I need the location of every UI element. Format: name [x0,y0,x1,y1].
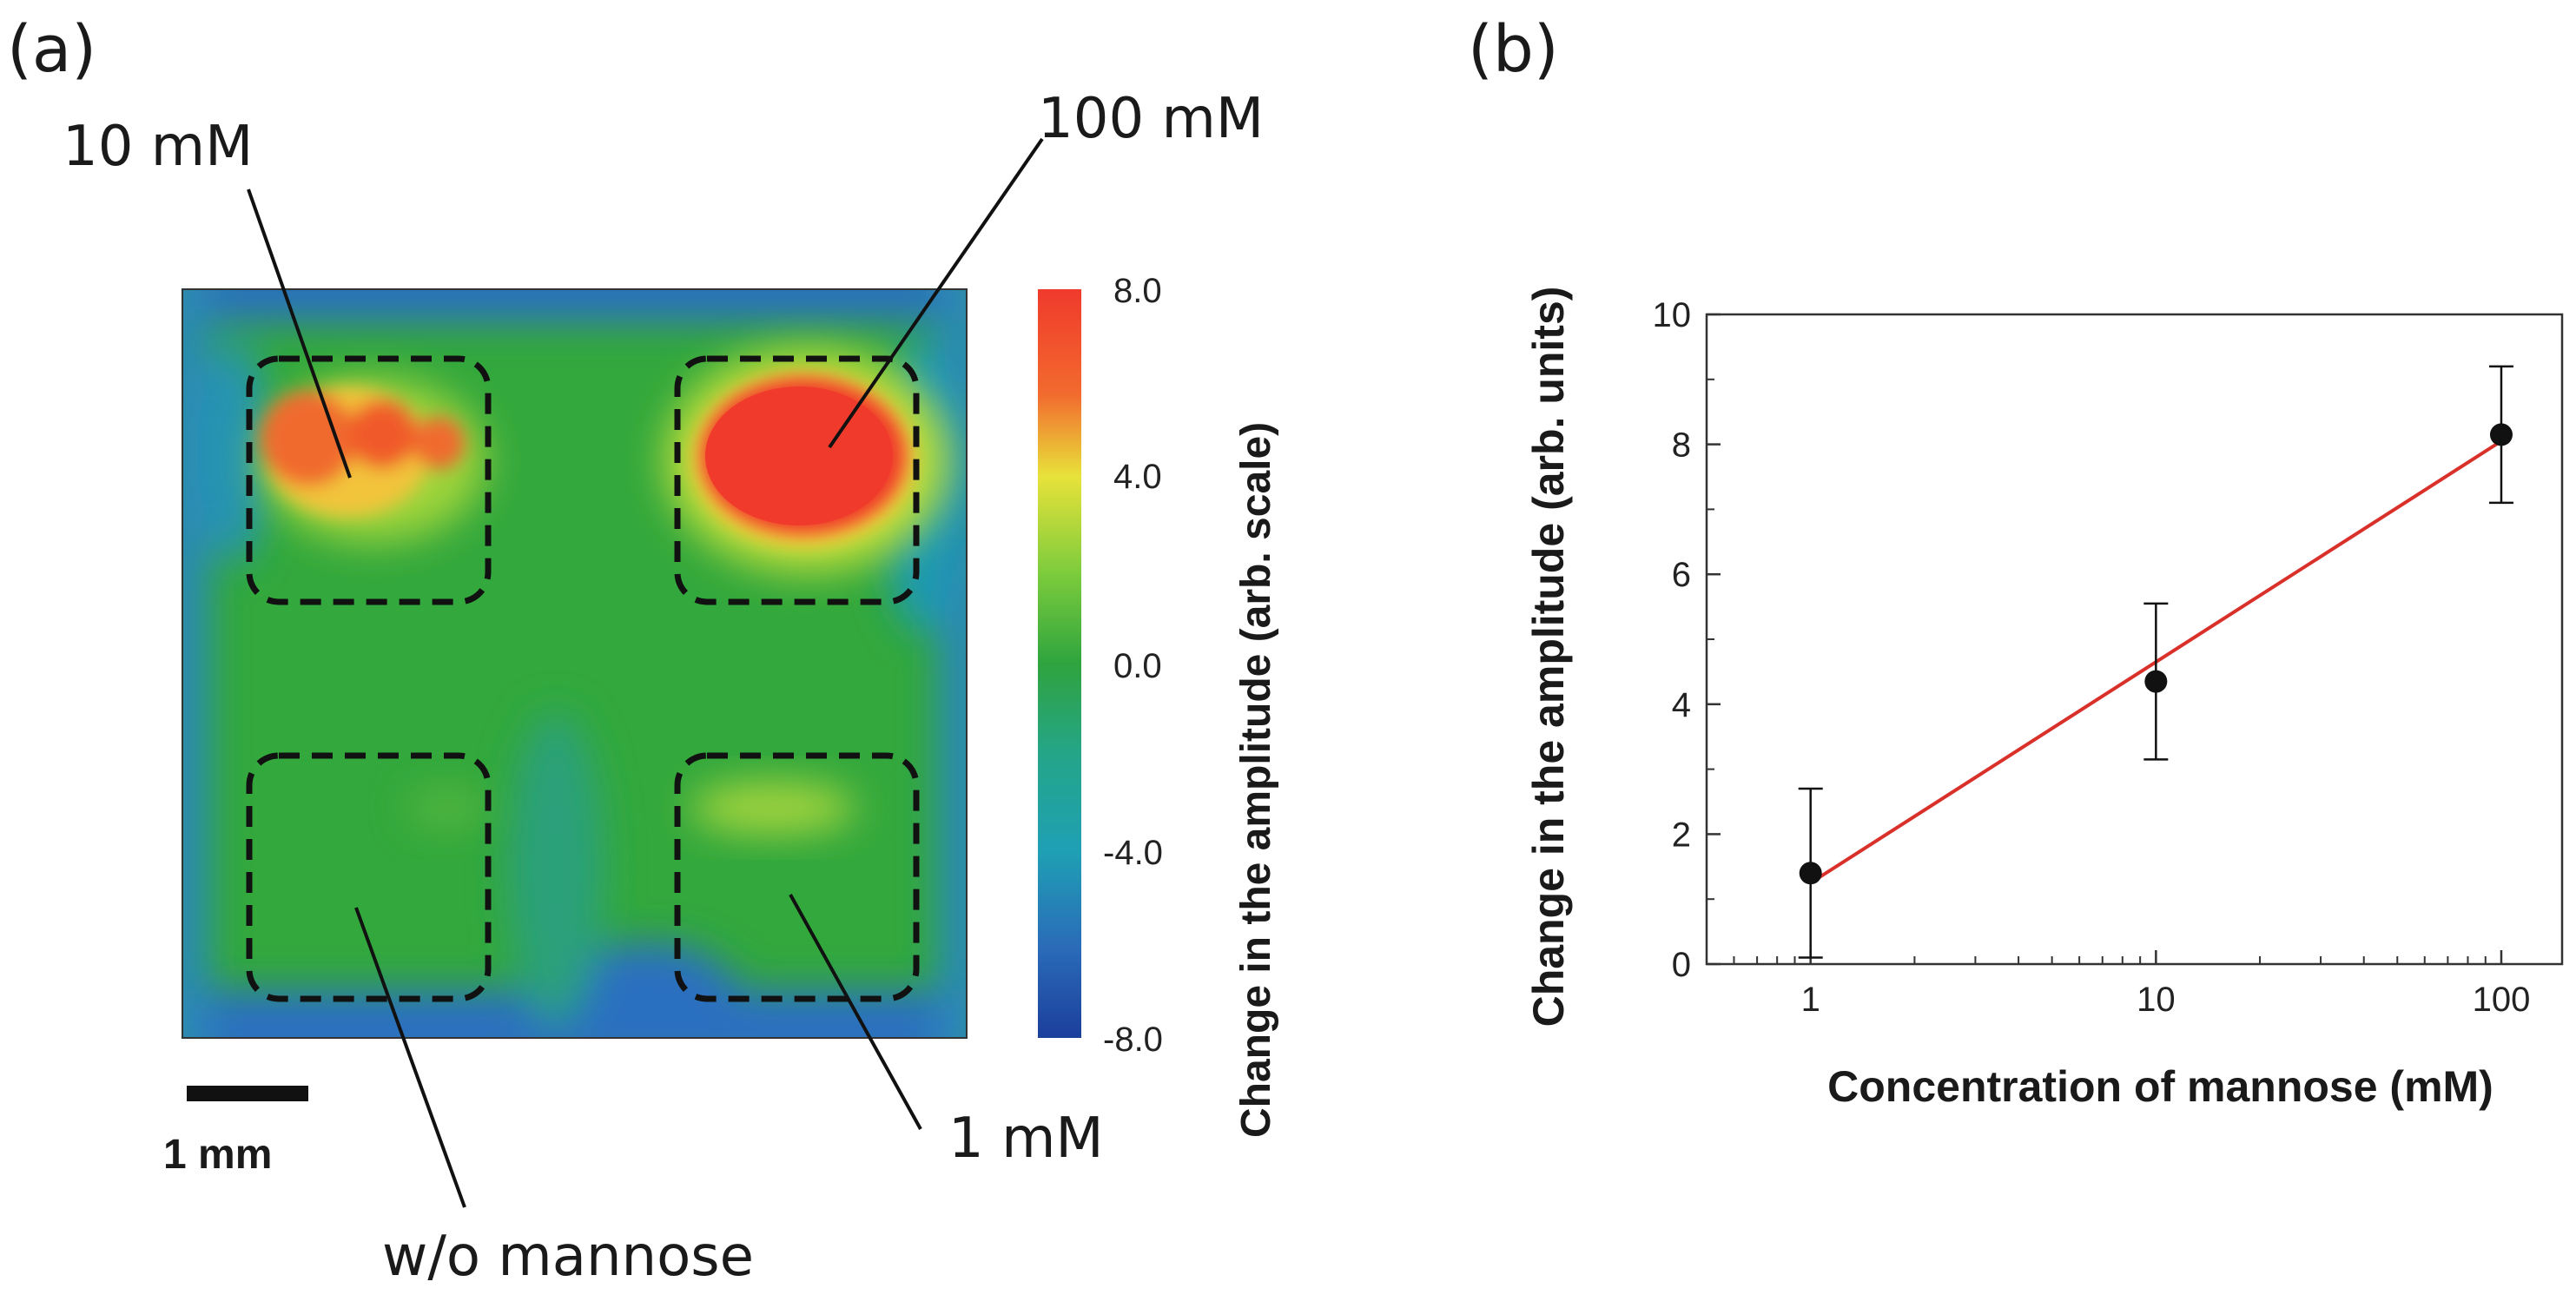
label-wo-mannose: w/o mannose [382,1225,754,1289]
data-point [2144,670,2168,693]
leader-line-1mm [789,894,922,1130]
x-tick-label: 1 [1801,981,1820,1019]
y-tick-label: 2 [1672,816,1691,854]
x-tick-label: 10 [2137,981,2176,1019]
region-outline-bottom-left [246,752,492,1002]
amplitude-heatmap [182,289,967,1038]
y-tick-label: 10 [1653,296,1692,334]
data-point [2489,423,2513,446]
colorbar-tick: 4.0 [1113,458,1162,496]
panel-b-letter: (b) [1468,12,1559,87]
leader-line-100mm [828,137,1044,449]
y-tick-label: 8 [1672,426,1691,465]
y-tick-label: 0 [1672,946,1691,984]
scale-bar-label: 1 mm [163,1132,272,1178]
leader-line-wo-mannose [354,907,466,1208]
heatmap-frame [182,288,968,1039]
label-100mm: 100 mM [1038,87,1264,151]
panel-a-letter: (a) [7,12,96,87]
label-1mm: 1 mM [948,1107,1104,1171]
y-tick-label: 6 [1672,556,1691,594]
amplitude-vs-concentration-plot: 0 2 4 6 8 10 1 10 100 Concentration of mannose (m… [1524,287,2564,1111]
y-axis-label: Change in the amplitude (arb. units) [1524,287,1573,1027]
y-tick-label: 4 [1672,686,1691,724]
region-outline-top-right [674,355,920,605]
colorbar-tick: 0.0 [1113,647,1162,685]
scale-bar [187,1086,308,1101]
colorbar-tick: -8.0 [1103,1021,1163,1059]
colorbar-tick: 8.0 [1113,272,1162,310]
label-10mm: 10 mM [63,115,253,179]
colorbar [1038,289,1081,1038]
region-outline-top-left [246,355,492,605]
leader-line-10mm [247,188,352,479]
x-axis-label: Concentration of mannose (mM) [1827,1062,2493,1111]
data-point [1799,862,1822,885]
x-tick-label: 100 [2473,981,2531,1019]
region-outline-bottom-right [674,752,920,1002]
colorbar-tick: -4.0 [1103,834,1163,872]
colorbar-label: Change in the amplitude (arb. scale) [1233,422,1279,1138]
